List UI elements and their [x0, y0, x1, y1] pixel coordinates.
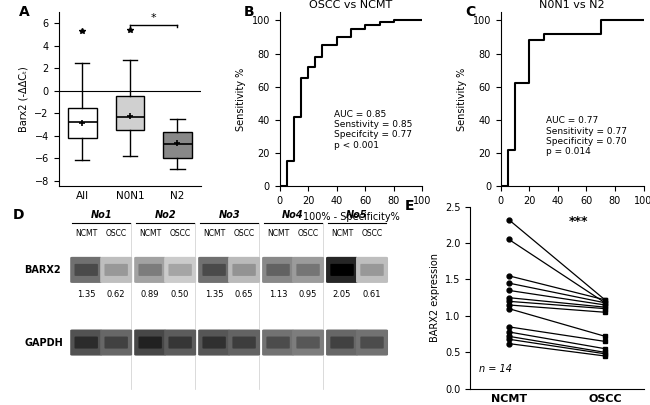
FancyBboxPatch shape: [100, 330, 132, 356]
FancyBboxPatch shape: [138, 337, 162, 349]
Text: 0.95: 0.95: [299, 290, 317, 299]
FancyBboxPatch shape: [266, 337, 290, 349]
Text: NCMT: NCMT: [139, 229, 161, 238]
Text: B: B: [244, 5, 255, 19]
FancyBboxPatch shape: [262, 330, 294, 356]
FancyBboxPatch shape: [198, 257, 230, 283]
Text: AUC = 0.77
Sensitivity = 0.77
Specificity = 0.70
p = 0.014: AUC = 0.77 Sensitivity = 0.77 Specificit…: [547, 116, 627, 156]
Y-axis label: Barx2 (-ΔΔCₜ): Barx2 (-ΔΔCₜ): [19, 66, 29, 132]
PathPatch shape: [163, 132, 192, 158]
FancyBboxPatch shape: [70, 257, 102, 283]
Text: 1.35: 1.35: [77, 290, 96, 299]
FancyBboxPatch shape: [202, 264, 226, 276]
X-axis label: 100% - Specificity%: 100% - Specificity%: [524, 211, 621, 222]
Text: NCMT: NCMT: [75, 229, 98, 238]
PathPatch shape: [116, 96, 144, 130]
FancyBboxPatch shape: [360, 337, 384, 349]
FancyBboxPatch shape: [228, 330, 260, 356]
Text: 0.89: 0.89: [141, 290, 159, 299]
FancyBboxPatch shape: [168, 264, 192, 276]
Text: AUC = 0.85
Senstivity = 0.85
Specifcity = 0.77
p < 0.001: AUC = 0.85 Senstivity = 0.85 Specifcity …: [334, 110, 412, 150]
FancyBboxPatch shape: [75, 337, 98, 349]
FancyBboxPatch shape: [356, 330, 388, 356]
Y-axis label: BARX2 expression: BARX2 expression: [430, 253, 439, 342]
Text: C: C: [465, 5, 475, 19]
Text: 1.13: 1.13: [269, 290, 287, 299]
Text: No3: No3: [218, 210, 240, 220]
FancyBboxPatch shape: [292, 330, 324, 356]
FancyBboxPatch shape: [105, 337, 128, 349]
Text: No2: No2: [154, 210, 176, 220]
Text: 2.05: 2.05: [333, 290, 351, 299]
Text: ***: ***: [568, 215, 588, 228]
FancyBboxPatch shape: [262, 257, 294, 283]
Text: No4: No4: [282, 210, 304, 220]
Text: 0.62: 0.62: [107, 290, 125, 299]
FancyBboxPatch shape: [138, 264, 162, 276]
Text: NCMT: NCMT: [203, 229, 226, 238]
FancyBboxPatch shape: [330, 337, 354, 349]
FancyBboxPatch shape: [326, 257, 358, 283]
FancyBboxPatch shape: [266, 264, 290, 276]
Text: GAPDH: GAPDH: [24, 337, 63, 347]
FancyBboxPatch shape: [326, 330, 358, 356]
FancyBboxPatch shape: [292, 257, 324, 283]
FancyBboxPatch shape: [198, 330, 230, 356]
FancyBboxPatch shape: [105, 264, 128, 276]
X-axis label: 100% - Specificity%: 100% - Specificity%: [303, 211, 399, 222]
Text: NCMT: NCMT: [331, 229, 353, 238]
PathPatch shape: [68, 108, 97, 138]
FancyBboxPatch shape: [134, 330, 166, 356]
Text: BARX2: BARX2: [24, 265, 61, 275]
FancyBboxPatch shape: [228, 257, 260, 283]
FancyBboxPatch shape: [100, 257, 132, 283]
Text: 0.61: 0.61: [363, 290, 382, 299]
Text: n = 14: n = 14: [479, 364, 512, 374]
FancyBboxPatch shape: [233, 264, 256, 276]
FancyBboxPatch shape: [70, 330, 102, 356]
Text: E: E: [404, 199, 414, 213]
Text: NCMT: NCMT: [267, 229, 289, 238]
Text: OSCC: OSCC: [361, 229, 383, 238]
FancyBboxPatch shape: [296, 337, 320, 349]
FancyBboxPatch shape: [168, 337, 192, 349]
Y-axis label: Sensitivity %: Sensitivity %: [457, 68, 467, 131]
Y-axis label: Sensitivity %: Sensitivity %: [236, 68, 246, 131]
FancyBboxPatch shape: [164, 330, 196, 356]
FancyBboxPatch shape: [75, 264, 98, 276]
Text: OSCC: OSCC: [105, 229, 127, 238]
Text: 0.65: 0.65: [235, 290, 254, 299]
FancyBboxPatch shape: [356, 257, 388, 283]
Text: OSCC: OSCC: [170, 229, 190, 238]
Text: 1.35: 1.35: [205, 290, 224, 299]
Title: OSCC vs NCMT: OSCC vs NCMT: [309, 0, 393, 10]
Text: No1: No1: [90, 210, 112, 220]
Text: *: *: [151, 13, 157, 23]
FancyBboxPatch shape: [296, 264, 320, 276]
FancyBboxPatch shape: [164, 257, 196, 283]
Text: OSCC: OSCC: [233, 229, 255, 238]
Text: A: A: [19, 5, 29, 19]
Title: N0N1 vs N2: N0N1 vs N2: [540, 0, 605, 10]
Text: OSCC: OSCC: [298, 229, 318, 238]
FancyBboxPatch shape: [202, 337, 226, 349]
FancyBboxPatch shape: [330, 264, 354, 276]
Text: No5: No5: [346, 210, 368, 220]
Text: 0.50: 0.50: [171, 290, 189, 299]
FancyBboxPatch shape: [134, 257, 166, 283]
FancyBboxPatch shape: [233, 337, 256, 349]
Text: D: D: [12, 209, 24, 222]
FancyBboxPatch shape: [360, 264, 384, 276]
